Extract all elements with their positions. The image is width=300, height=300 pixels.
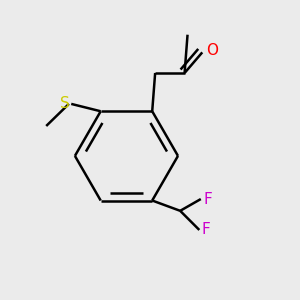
Text: F: F (203, 191, 212, 206)
Text: S: S (60, 96, 70, 111)
Text: O: O (206, 43, 218, 58)
Text: F: F (202, 223, 210, 238)
